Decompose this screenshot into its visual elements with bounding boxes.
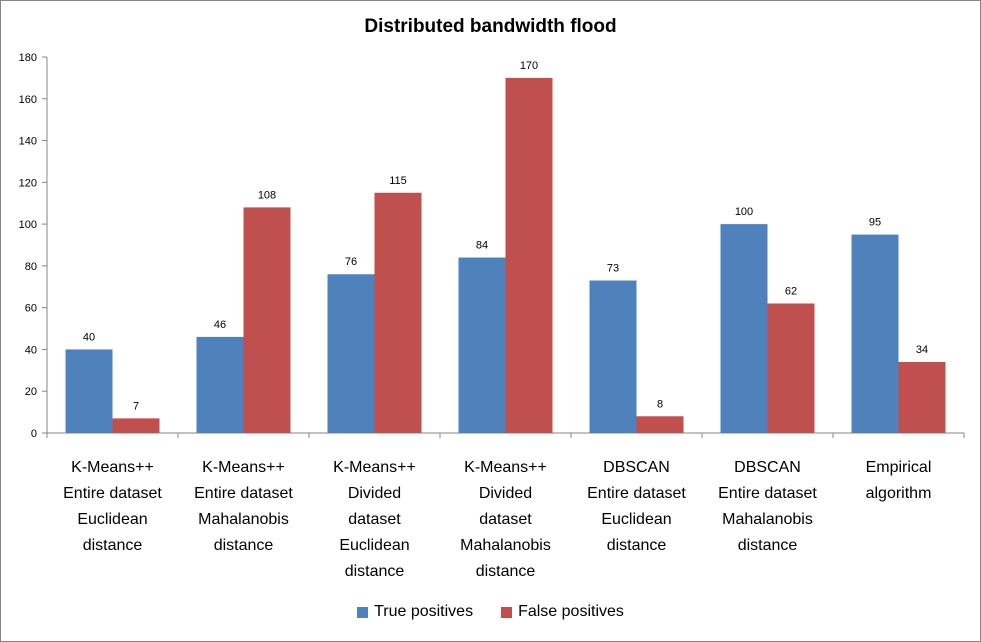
legend-label-series-1: True positives xyxy=(374,603,474,620)
x-category-label: K-Means++ Divided dataset Mahalanobis distan… xyxy=(460,459,551,580)
x-category-label-line: dataset xyxy=(479,511,532,528)
data-label: 73 xyxy=(607,263,619,275)
y-tick-label: 140 xyxy=(19,136,37,148)
bar-true-positives xyxy=(327,274,375,433)
x-category-label-line: Entire dataset xyxy=(194,485,293,502)
x-category-label-line: Euclidean xyxy=(339,537,409,554)
data-label: 8 xyxy=(657,398,663,410)
x-category-label-line: Divided xyxy=(479,485,532,502)
chart-title: Distributed bandwidth flood xyxy=(364,16,617,37)
x-category-label-line: distance xyxy=(214,537,274,554)
x-category-label-line: dataset xyxy=(348,511,401,528)
bar-true-positives xyxy=(720,224,768,433)
bar-false-positives xyxy=(898,361,946,433)
x-category-label-line: Empirical xyxy=(866,459,932,476)
y-tick-label: 80 xyxy=(25,261,37,273)
bar-true-positives xyxy=(65,349,113,433)
x-category-label: Empirical algorithm xyxy=(866,459,932,502)
x-category-label: DBSCAN Entire dataset Mahalanobis distance xyxy=(718,459,817,554)
x-category-label-line: K-Means++ xyxy=(333,459,416,476)
x-category-label-line: Euclidean xyxy=(77,511,147,528)
legend-item-series-2: False positives xyxy=(501,603,624,621)
x-category-label-line: distance xyxy=(83,537,143,554)
bar-false-positives xyxy=(636,416,684,433)
x-category-label-line: distance xyxy=(476,563,536,580)
x-category-label-line: distance xyxy=(607,537,667,554)
bar-false-positives xyxy=(243,207,291,433)
data-label: 34 xyxy=(916,344,928,356)
bar-chart: 0 20 40 60 80 100 120 140 160 180 40 7 K-Means++ Enti… xyxy=(19,52,965,580)
data-label: 46 xyxy=(214,319,226,331)
x-category-label-line: distance xyxy=(345,563,405,580)
bar-true-positives xyxy=(196,336,244,433)
x-category-label-line: DBSCAN xyxy=(603,459,670,476)
x-category-label-line: Entire dataset xyxy=(718,485,817,502)
x-category-label-line: Entire dataset xyxy=(587,485,686,502)
data-label: 40 xyxy=(83,331,95,343)
x-category-label: K-Means++ Entire dataset Euclidean distance xyxy=(63,459,162,554)
legend-swatch-series-1 xyxy=(357,606,369,618)
x-category-label-line: DBSCAN xyxy=(734,459,801,476)
x-category-label-line: K-Means++ xyxy=(71,459,154,476)
bar-true-positives xyxy=(851,234,899,433)
x-category-label-line: K-Means++ xyxy=(464,459,547,476)
x-category-label-line: Mahalanobis xyxy=(460,537,551,554)
x-category-label: K-Means++ Divided dataset Euclidean distance xyxy=(333,459,416,580)
y-tick-label: 160 xyxy=(19,94,37,106)
x-category-label: K-Means++ Entire dataset Mahalanobis distan… xyxy=(194,459,293,554)
data-label: 170 xyxy=(520,60,538,72)
x-category-label-line: Mahalanobis xyxy=(722,511,813,528)
bar-false-positives xyxy=(505,77,553,433)
legend: True positives False positives xyxy=(0,603,981,621)
data-label: 95 xyxy=(869,217,881,229)
bar-true-positives xyxy=(458,257,506,433)
data-label: 108 xyxy=(258,189,276,201)
data-label: 115 xyxy=(389,175,407,187)
y-tick-label: 100 xyxy=(19,219,37,231)
x-category-label-line: Entire dataset xyxy=(63,485,162,502)
x-category-label-line: Euclidean xyxy=(601,511,671,528)
data-label: 100 xyxy=(735,206,753,218)
bar-false-positives xyxy=(374,192,422,433)
legend-label-series-2: False positives xyxy=(518,603,624,620)
x-category-label-line: Divided xyxy=(348,485,401,502)
data-label: 7 xyxy=(133,400,139,412)
y-tick-label: 0 xyxy=(31,428,37,440)
y-tick-label: 40 xyxy=(25,344,37,356)
bar-true-positives xyxy=(589,280,637,433)
x-category-label-line: distance xyxy=(738,537,798,554)
y-tick-label: 20 xyxy=(25,386,37,398)
x-category-label-line: K-Means++ xyxy=(202,459,285,476)
y-tick-label: 180 xyxy=(19,52,37,64)
y-tick-label: 120 xyxy=(19,177,37,189)
x-category-label-line: algorithm xyxy=(866,485,932,502)
x-category-label-line: Mahalanobis xyxy=(198,511,289,528)
data-label: 76 xyxy=(345,256,357,268)
legend-item-series-1: True positives xyxy=(357,603,473,621)
legend-swatch-series-2 xyxy=(501,606,513,618)
bar-false-positives xyxy=(112,418,160,433)
bar-false-positives xyxy=(767,303,815,433)
data-label: 62 xyxy=(785,285,797,297)
x-category-label: DBSCAN Entire dataset Euclidean distance xyxy=(587,459,686,554)
y-tick-label: 60 xyxy=(25,303,37,315)
data-label: 84 xyxy=(476,240,488,252)
